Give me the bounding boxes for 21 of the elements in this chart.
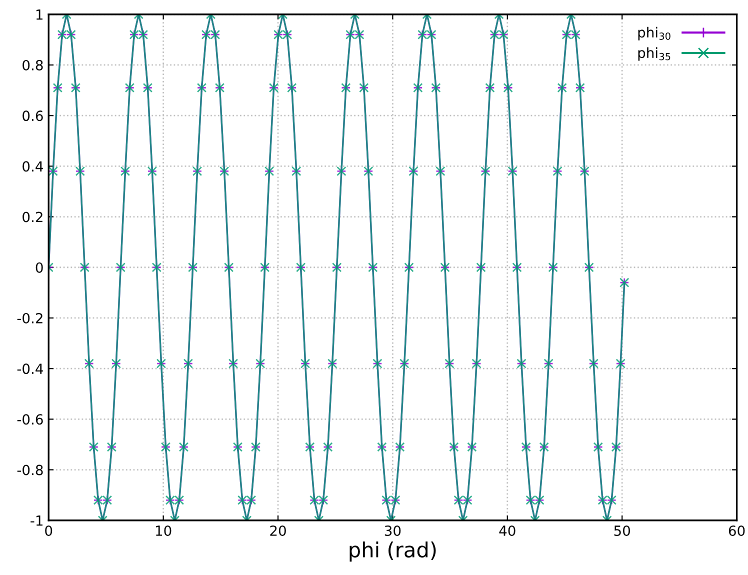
x-tick-label: 30 bbox=[384, 525, 401, 536]
x-tick-label: 20 bbox=[270, 525, 286, 536]
x-tick-label: 50 bbox=[614, 525, 630, 536]
legend-label: phi$_{35}$ bbox=[638, 47, 670, 61]
y-tick-label: 0 bbox=[36, 262, 43, 273]
y-tick-label: 0.8 bbox=[22, 60, 43, 70]
x-tick-label: 60 bbox=[728, 525, 745, 536]
x-axis-title: phi (rad) bbox=[350, 541, 436, 562]
y-tick-label: 0.2 bbox=[22, 212, 42, 222]
y-tick-label: 0.6 bbox=[22, 110, 43, 122]
y-tick-label: -0.6 bbox=[17, 414, 43, 425]
x-tick-label: 40 bbox=[499, 525, 516, 536]
y-tick-label: -0.8 bbox=[17, 464, 43, 476]
y-tick-label: 0.4 bbox=[22, 161, 43, 172]
y-tick-label: -0.2 bbox=[17, 312, 42, 324]
y-tick-label: -1 bbox=[30, 516, 42, 526]
y-tick-label: -0.4 bbox=[17, 364, 43, 374]
x-tick-label: 10 bbox=[156, 525, 172, 536]
legend-label: phi$_{30}$ bbox=[638, 26, 670, 40]
y-tick-label: 1 bbox=[36, 10, 42, 20]
x-tick-label: 0 bbox=[45, 525, 52, 536]
